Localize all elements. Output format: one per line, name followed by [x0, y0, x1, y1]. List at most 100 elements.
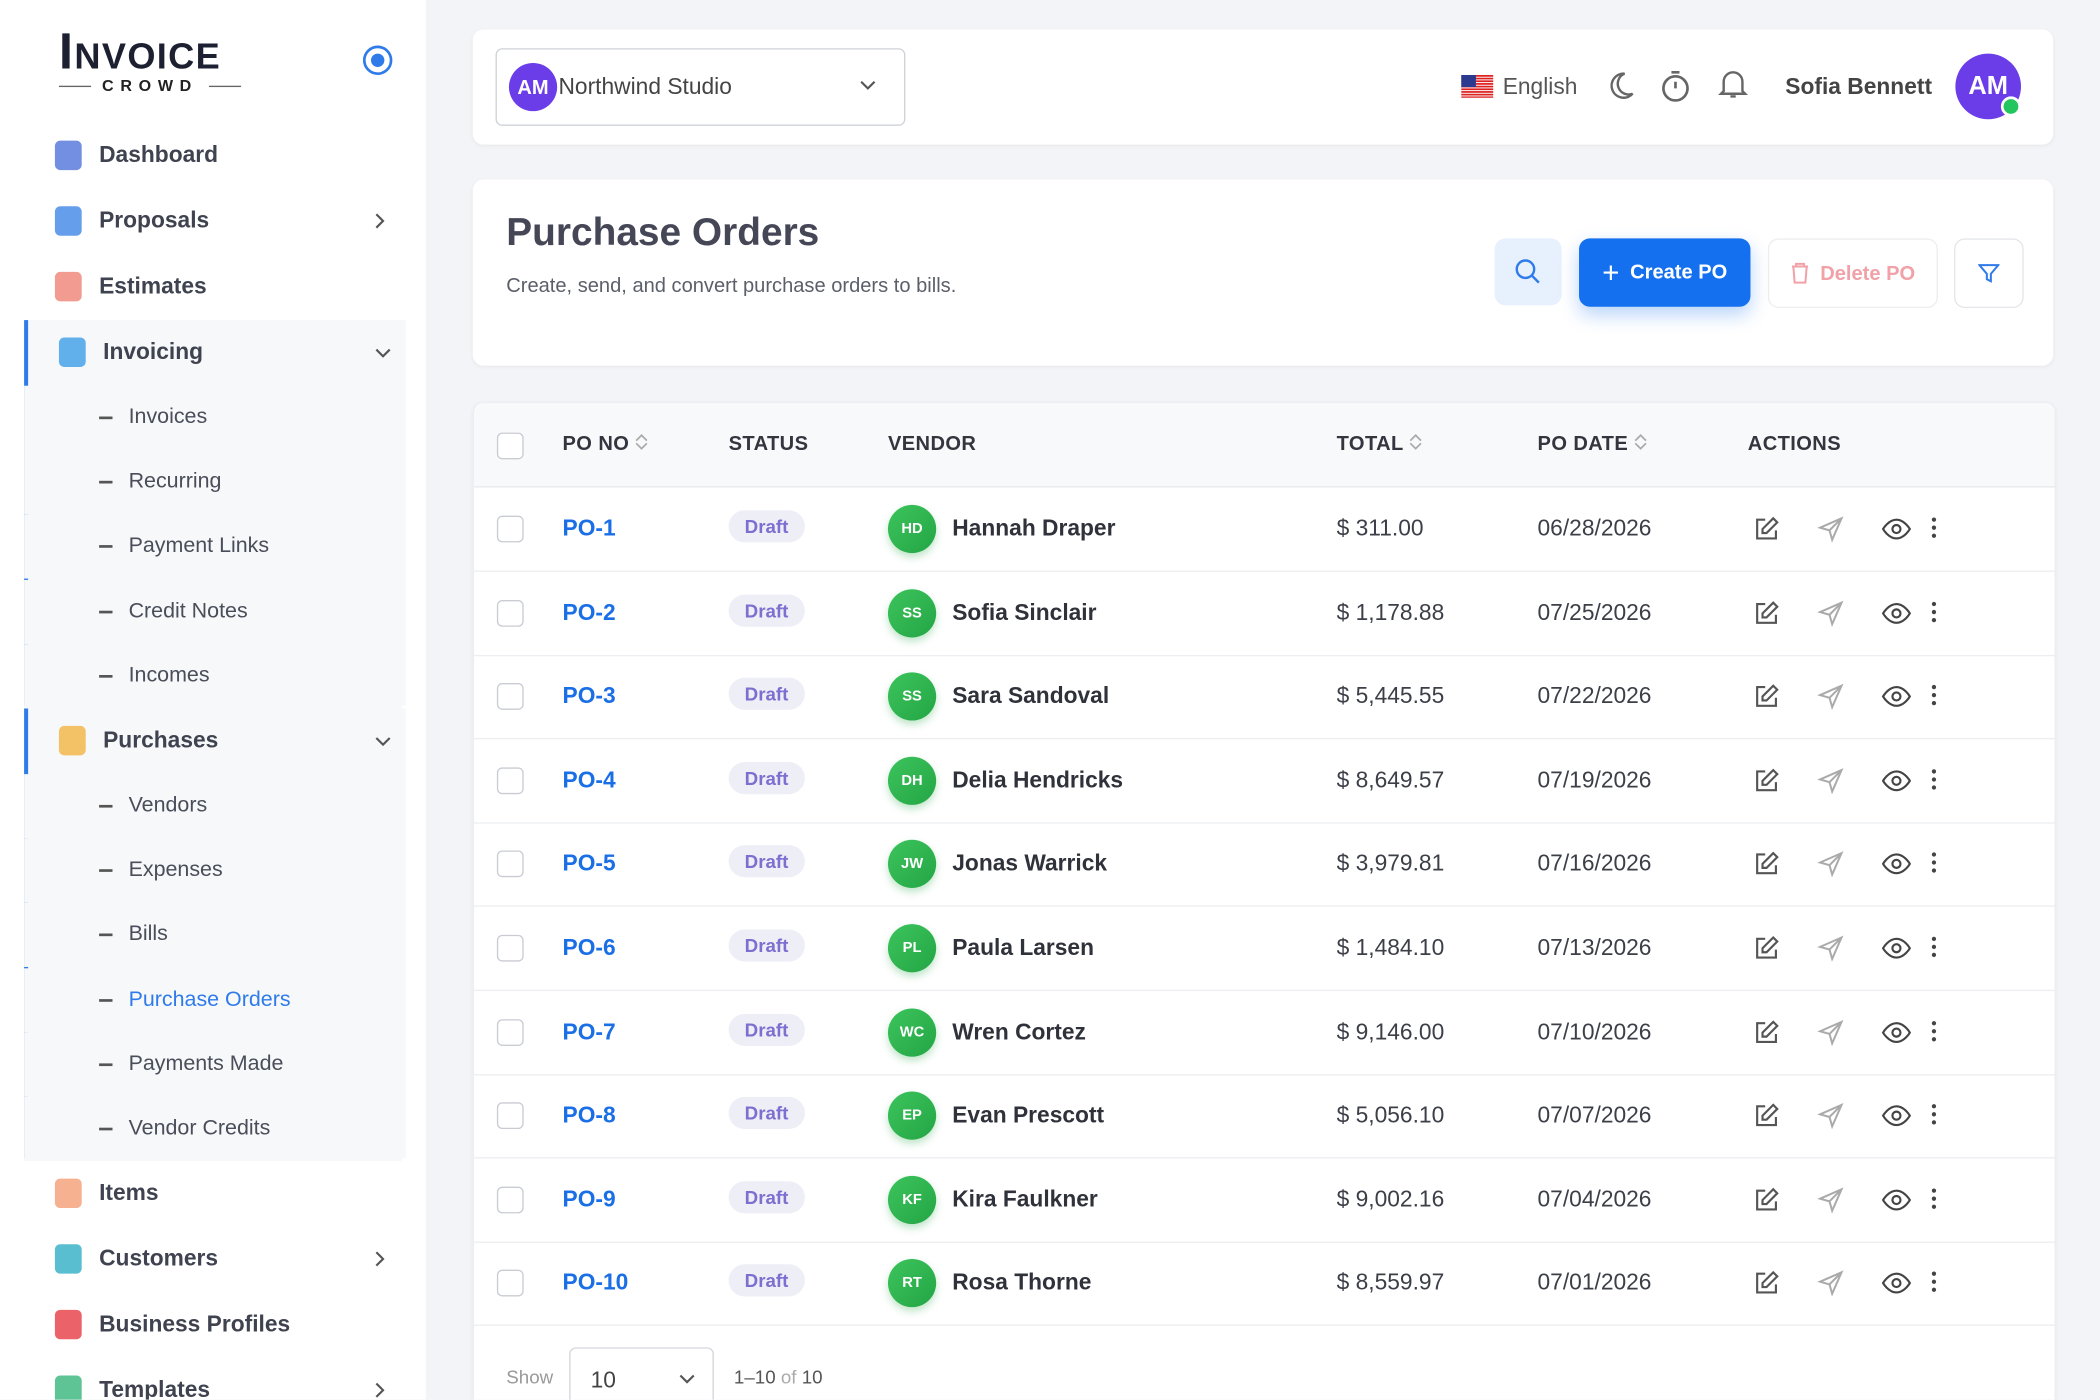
more-action[interactable] [1927, 683, 1940, 707]
user-avatar[interactable]: AM [1955, 53, 2022, 120]
po-link[interactable]: PO-3 [563, 683, 616, 710]
view-action[interactable] [1881, 935, 1912, 962]
row-checkbox[interactable] [496, 1186, 524, 1214]
edit-action[interactable] [1753, 1102, 1780, 1129]
edit-action[interactable] [1753, 1186, 1780, 1213]
language[interactable]: English [1503, 74, 1578, 101]
select-all[interactable] [496, 432, 524, 460]
po-link[interactable]: PO-9 [563, 1186, 616, 1213]
submenu-item[interactable]: Payments Made [24, 1032, 402, 1097]
edit-action[interactable] [1753, 599, 1780, 626]
submenu-item[interactable]: Credit Notes [24, 579, 402, 644]
dash [99, 1127, 113, 1131]
row-checkbox[interactable] [496, 599, 524, 627]
more-action[interactable] [1927, 1102, 1940, 1126]
send-action[interactable] [1817, 851, 1844, 878]
column-header[interactable]: TOTAL [1337, 433, 1423, 455]
edit-action[interactable] [1753, 1019, 1780, 1046]
send-action[interactable] [1817, 1102, 1844, 1130]
view-action[interactable] [1881, 1270, 1912, 1297]
send-action[interactable] [1817, 683, 1844, 711]
column-header[interactable]: PO NO [563, 433, 649, 455]
column-header[interactable]: PO DATE [1538, 433, 1647, 455]
row-checkbox[interactable] [496, 1270, 524, 1297]
po-link[interactable]: PO-4 [563, 767, 616, 794]
menu-item[interactable]: Purchases [28, 708, 406, 772]
menu-item[interactable]: Business Profiles [24, 1293, 402, 1357]
edit-action[interactable] [1753, 851, 1780, 878]
po-link[interactable]: PO-5 [563, 851, 616, 878]
more-action[interactable] [1927, 851, 1940, 875]
po-number: PO-6 [562, 934, 616, 961]
menu-item[interactable]: Proposals [24, 189, 402, 253]
more-action[interactable] [1927, 767, 1940, 791]
send-action[interactable] [1817, 767, 1844, 794]
po-link[interactable]: PO-10 [563, 1270, 629, 1297]
send-action[interactable] [1817, 599, 1844, 627]
theme-toggle[interactable] [1604, 70, 1636, 102]
submenu-item[interactable]: Vendor Credits [24, 1096, 402, 1162]
view-action[interactable] [1881, 767, 1912, 794]
submenu-item[interactable]: Expenses [24, 838, 402, 903]
edit-action[interactable] [1753, 935, 1780, 962]
more-action[interactable] [1927, 1019, 1940, 1043]
po-link[interactable]: PO-1 [563, 516, 616, 543]
menu-item[interactable]: Invoicing [28, 320, 406, 384]
more-action[interactable] [1927, 1186, 1940, 1210]
view-action[interactable] [1881, 1019, 1912, 1046]
po-link[interactable]: PO-2 [563, 599, 616, 626]
edit-action[interactable] [1753, 767, 1780, 794]
po-link[interactable]: PO-8 [563, 1102, 616, 1129]
row-checkbox[interactable] [496, 515, 524, 543]
row-checkbox[interactable] [496, 1102, 524, 1130]
send-action[interactable] [1817, 516, 1844, 543]
submenu-item[interactable]: Invoices [24, 385, 402, 451]
view-action[interactable] [1881, 1102, 1912, 1129]
chevron [375, 1251, 385, 1267]
more-action[interactable] [1927, 935, 1940, 959]
workspace-select[interactable]: AM Northwind Studio [495, 48, 906, 126]
row-checkbox[interactable] [496, 683, 524, 711]
edit-action[interactable] [1753, 1270, 1780, 1297]
submenu-item[interactable]: Incomes [24, 643, 402, 709]
send-action[interactable] [1817, 1019, 1844, 1046]
page-size-select[interactable]: 10 [569, 1347, 714, 1400]
menu-item[interactable]: Customers [24, 1227, 402, 1291]
menu-item[interactable]: Dashboard [24, 123, 402, 187]
view-action[interactable] [1881, 683, 1912, 710]
view-action[interactable] [1881, 516, 1912, 543]
send-action[interactable] [1817, 935, 1844, 962]
more-action[interactable] [1927, 599, 1940, 623]
row-checkbox[interactable] [496, 934, 524, 962]
timer[interactable] [1659, 68, 1691, 104]
menu-item[interactable]: Templates [24, 1358, 402, 1400]
create-button[interactable]: + Create PO [1579, 238, 1751, 307]
view-action[interactable] [1881, 1186, 1912, 1213]
edit-action[interactable] [1753, 683, 1780, 710]
po-link[interactable]: PO-6 [563, 935, 616, 962]
row-checkbox[interactable] [496, 767, 524, 794]
submenu-item[interactable]: Bills [24, 903, 402, 968]
row-checkbox[interactable] [496, 850, 524, 878]
menu-item[interactable]: Items [24, 1161, 402, 1225]
total: $ 9,146.00 [1336, 1018, 1445, 1045]
send-action[interactable] [1817, 1186, 1844, 1214]
submenu-item[interactable]: Recurring [24, 450, 402, 515]
submenu-item[interactable]: Purchase Orders [24, 967, 402, 1033]
send-action[interactable] [1817, 1270, 1844, 1297]
menu-item[interactable]: Estimates [24, 254, 402, 318]
po-link[interactable]: PO-7 [563, 1019, 616, 1046]
view-action[interactable] [1881, 851, 1912, 878]
search-button[interactable] [1494, 238, 1562, 306]
submenu-item[interactable]: Vendors [24, 774, 402, 839]
notifications[interactable] [1717, 67, 1749, 102]
row-checkbox[interactable] [496, 1018, 524, 1046]
edit-action[interactable] [1753, 516, 1780, 543]
filter-button[interactable] [1954, 238, 2024, 309]
delete-button[interactable]: Delete PO [1767, 238, 1938, 309]
collapse-toggle[interactable] [362, 44, 394, 76]
more-action[interactable] [1927, 1270, 1940, 1294]
view-action[interactable] [1881, 599, 1912, 626]
submenu-item[interactable]: Payment Links [24, 514, 402, 580]
more-action[interactable] [1927, 516, 1940, 540]
